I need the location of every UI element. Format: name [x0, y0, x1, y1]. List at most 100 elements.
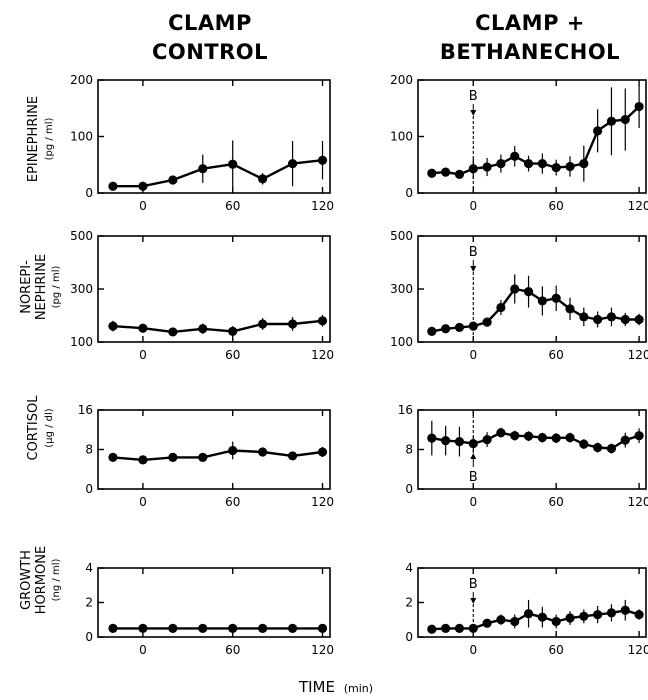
data-point [606, 312, 617, 322]
x-tick-label: 60 [549, 495, 564, 509]
y-tick-label: 4 [85, 561, 93, 575]
data-point [138, 181, 148, 191]
data-point [482, 162, 492, 172]
y-tick-label: 200 [390, 73, 413, 87]
x-tick-label: 120 [311, 199, 334, 213]
data-point [523, 431, 534, 441]
data-point [523, 287, 534, 297]
panel-cortisol-control: 0 8 16 0 60 120 [78, 403, 334, 509]
data-point [427, 624, 437, 634]
data-point [108, 623, 118, 633]
y-tick-label: 500 [390, 229, 413, 243]
data-point [198, 324, 208, 334]
y-tick-label: 100 [70, 335, 93, 349]
marker-label: B [469, 245, 478, 260]
data-point [228, 159, 238, 169]
data-point [593, 314, 603, 325]
data-point [468, 438, 478, 449]
marker-arrow [470, 110, 477, 116]
col-title-line1: CLAMP + [475, 11, 585, 35]
data-point [228, 623, 238, 633]
y-tick-label: 0 [405, 482, 413, 496]
data-point [496, 302, 506, 313]
data-point [138, 323, 148, 333]
y-tick-label: 8 [85, 443, 93, 457]
data-point [468, 623, 478, 633]
data-point [427, 168, 437, 178]
data-point [593, 126, 603, 136]
data-point [634, 101, 644, 112]
y-tick-label: 300 [70, 282, 93, 296]
x-tick-label: 120 [628, 643, 648, 657]
x-tick-label: 60 [549, 643, 564, 657]
row-label-epinephrine: EPINEPHRINE (pg / ml) [26, 96, 55, 182]
data-point [468, 164, 478, 174]
plot-frame [97, 409, 331, 490]
data-point [606, 443, 617, 454]
data-point [198, 164, 208, 174]
data-point [168, 623, 178, 633]
data-point [317, 155, 328, 165]
data-point [168, 327, 178, 337]
marker-label: B [469, 89, 478, 104]
data-point [620, 605, 630, 615]
data-point [228, 326, 238, 336]
y-tick-label: 500 [70, 229, 93, 243]
data-point [258, 623, 268, 633]
x-tick-label: 0 [469, 495, 477, 509]
marker-arrow [470, 453, 477, 459]
row-unit: (ng / ml) [51, 559, 62, 602]
panel-epinephrine-control: 0 100 200 0 60 120 [70, 73, 334, 213]
data-point [441, 324, 451, 334]
x-tick-label: 0 [139, 199, 147, 213]
row-label-line1: GROWTH [19, 550, 34, 610]
x-tick-label: 60 [549, 199, 564, 213]
data-point [317, 623, 328, 633]
data-point [620, 314, 630, 325]
y-tick-label: 4 [405, 561, 413, 575]
data-point [228, 445, 238, 456]
panel-cortisol-bethanechol: 0 8 16 0 60 120 B [398, 403, 648, 509]
series-line [431, 105, 640, 176]
data-point [258, 447, 268, 457]
x-axis-title-text: TIME [298, 678, 335, 696]
data-point [317, 447, 328, 457]
x-tick-label: 60 [225, 199, 240, 213]
series-line [112, 319, 323, 334]
x-tick-label: 0 [469, 199, 477, 213]
data-point [287, 159, 298, 169]
data-point [551, 293, 561, 303]
x-tick-label: 120 [311, 643, 334, 657]
data-point [454, 169, 465, 179]
data-point [537, 433, 547, 443]
data-point [198, 623, 208, 633]
x-tick-label: 120 [311, 495, 334, 509]
data-point [551, 433, 561, 443]
data-point [496, 428, 506, 438]
series-line [431, 609, 640, 631]
data-point [108, 321, 118, 331]
x-tick-label: 60 [225, 348, 240, 362]
panel-growth-hormone-bethanechol: 0 2 4 0 60 120 B [405, 561, 648, 657]
data-point [634, 431, 644, 441]
col-title-line2: CONTROL [152, 40, 268, 64]
data-point [258, 174, 268, 184]
data-point [510, 431, 520, 441]
data-point [565, 433, 575, 443]
row-unit: (pg / ml) [51, 266, 62, 309]
x-tick-label: 60 [225, 643, 240, 657]
x-axis-unit-text: (min) [344, 682, 373, 695]
row-label-cortisol: CORTISOL (µg / dl) [26, 395, 55, 461]
data-point [427, 326, 437, 336]
panel-norepinephrine-control: 100 300 500 0 60 120 [70, 229, 334, 362]
column-title-clamp-control: CLAMP CONTROL [152, 11, 268, 64]
data-point [454, 437, 465, 447]
data-point [620, 114, 630, 125]
data-point [441, 167, 451, 177]
data-point [606, 608, 617, 618]
panel-growth-hormone-control: 0 2 4 0 60 120 [85, 561, 334, 657]
data-point [138, 623, 148, 633]
data-point [468, 321, 478, 331]
